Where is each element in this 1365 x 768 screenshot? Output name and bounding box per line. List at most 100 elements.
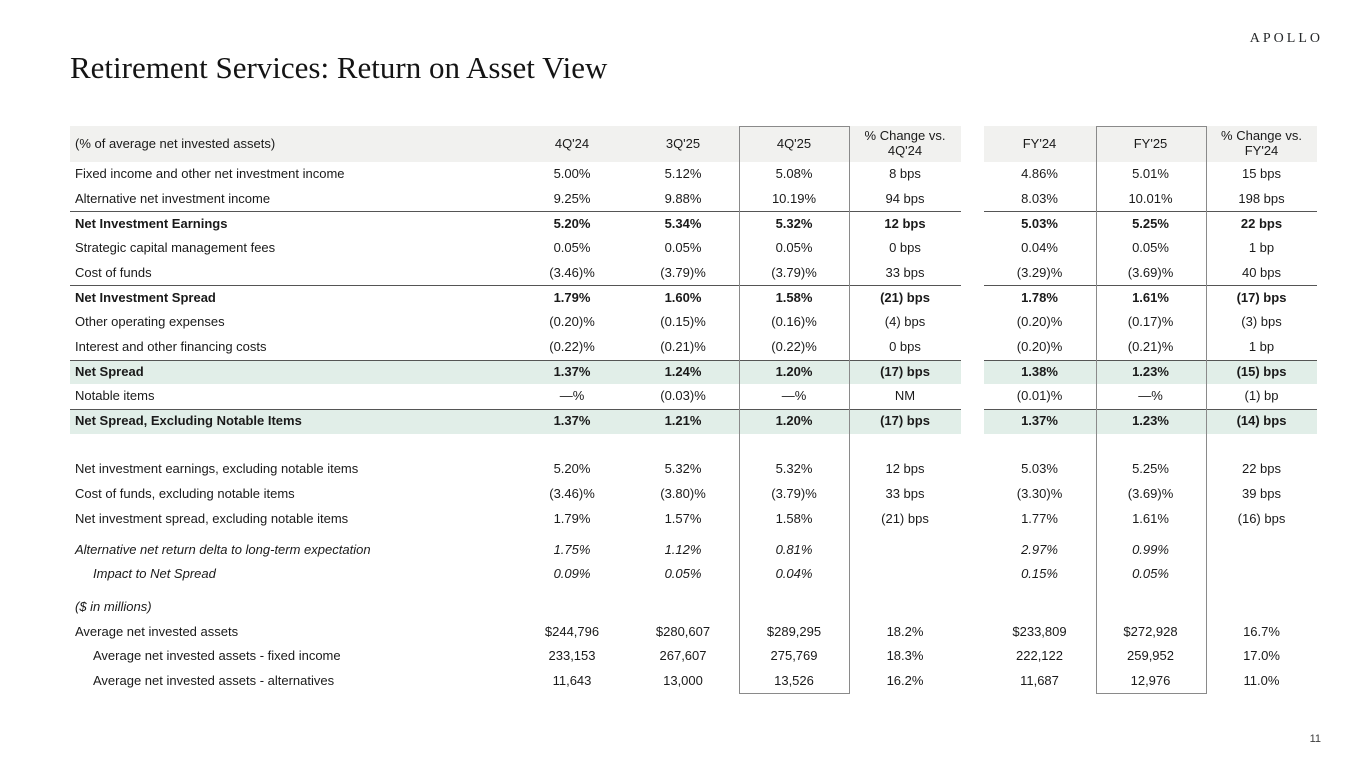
column-gap <box>961 126 985 162</box>
cell-chg-vs-4q24: 94 bps <box>885 190 925 206</box>
row-label: Fixed income and other net investment in… <box>75 165 345 181</box>
column-gap <box>961 458 985 483</box>
cell-chg-vs-4q24: 8 bps <box>889 165 921 181</box>
cell-fy25: 0.99% <box>1132 541 1169 557</box>
table-row: Impact to Net Spread 0.09% 0.05% 0.04% 0.15%… <box>70 562 1317 587</box>
cell-chg-vs-4q24: (17) bps <box>880 413 930 429</box>
cell-3q25: 1.24% <box>664 363 702 379</box>
row-right-group: 0.15% 0.05% <box>984 562 1317 587</box>
row-label: Cost of funds <box>75 264 152 280</box>
cell-3q25: 1.60% <box>664 289 702 305</box>
cell-fy25: (0.17)% <box>1127 314 1174 329</box>
cell-4q24: 5.20% <box>553 215 591 231</box>
row-label: Other operating expenses <box>75 314 225 329</box>
row-right-group: 4.86% 5.01% 15 bps <box>984 162 1317 187</box>
cell-fy24: 2.97% <box>1021 541 1058 557</box>
cell-chg-vs-fy24 <box>1206 562 1317 587</box>
table-row: Average net invested assets $244,796 $280,… <box>70 620 1317 645</box>
row-left-group: Alternative net return delta to long-ter… <box>70 538 961 563</box>
cell-chg-vs-fy24 <box>1206 538 1317 563</box>
table-row: Average net invested assets - fixed inco… <box>70 644 1317 669</box>
cell-3q25: 1.12% <box>664 541 702 557</box>
row-label: Average net invested assets - alternativ… <box>93 672 335 688</box>
cell-chg-vs-fy24: (17) bps <box>1236 289 1287 305</box>
row-left-group: Alternative net investment income 9.25% 9.… <box>70 187 961 212</box>
cell-fy24: (3.30)% <box>1016 486 1063 502</box>
row-left-group: Net Spread 1.37% 1.24% 1.20% (17) bps <box>70 359 961 385</box>
cell-chg-vs-4q24: 18.2% <box>886 623 924 639</box>
column-gap <box>961 310 985 335</box>
cell-4q24: 11,643 <box>552 672 592 688</box>
cell-fy24 <box>984 595 1095 620</box>
cell-chg-vs-4q24: 16.2% <box>886 672 924 688</box>
row-left-group: Average net invested assets - alternativ… <box>70 669 961 694</box>
row-label: Net investment earnings, excluding notab… <box>75 461 359 477</box>
column-gap <box>961 187 985 212</box>
row-spacer <box>70 434 1317 458</box>
column-gap <box>961 644 985 669</box>
column-gap <box>961 538 985 563</box>
cell-4q25: $289,295 <box>766 623 822 639</box>
column-header-chg-vs-4q24: % Change vs. 4Q'24 <box>864 128 946 158</box>
cell-fy24: 222,122 <box>1016 648 1063 664</box>
table-row: Net Spread, Excluding Notable Items 1.37%… <box>70 408 1317 434</box>
cell-fy25: 0.05% <box>1132 239 1169 255</box>
cell-4q25: 1.20% <box>775 413 813 429</box>
column-gap <box>961 595 985 620</box>
cell-fy25: (3.69)% <box>1127 264 1174 280</box>
cell-4q25: 13,526 <box>774 672 814 688</box>
row-left-group: Cost of funds, excluding notable items (3… <box>70 482 961 507</box>
cell-3q25: 0.05% <box>664 566 702 582</box>
table-row: Alternative net investment income 9.25% 9.… <box>70 187 1317 212</box>
column-gap <box>961 409 985 434</box>
column-gap <box>961 285 985 310</box>
row-left-group: Net Spread, Excluding Notable Items 1.37%… <box>70 408 961 434</box>
row-left-group: Interest and other financing costs (0.22)… <box>70 335 961 360</box>
cell-4q24: 1.37% <box>553 413 591 429</box>
cell-4q25: 5.32% <box>775 215 813 231</box>
cell-fy25: 259,952 <box>1127 648 1174 664</box>
cell-fy24: 4.86% <box>1021 165 1058 181</box>
table-row: Net Spread 1.37% 1.24% 1.20% (17) bps 1.38% 1.… <box>70 359 1317 385</box>
table-header-row: (% of average net invested assets) 4Q'24 3… <box>70 126 1317 162</box>
cell-3q25: $280,607 <box>655 623 711 639</box>
column-gap <box>961 482 985 507</box>
cell-chg-vs-4q24: NM <box>894 388 916 404</box>
cell-4q25: 0.05% <box>775 239 813 255</box>
row-left-group: Notable items —% (0.03)% —% NM <box>70 384 961 409</box>
row-label: Impact to Net Spread <box>93 566 216 582</box>
cell-3q25 <box>628 595 739 620</box>
cell-4q24: $244,796 <box>544 623 600 639</box>
cell-3q25: 1.57% <box>664 510 702 526</box>
cell-3q25: 13,000 <box>663 672 703 688</box>
cell-chg-vs-fy24: 198 bps <box>1238 190 1285 206</box>
cell-3q25: (0.15)% <box>660 314 706 329</box>
row-right-group: (0.01)% —% (1) bp <box>984 384 1317 409</box>
row-right-group: (0.20)% (0.17)% (3) bps <box>984 310 1317 335</box>
column-header-label: (% of average net invested assets) <box>75 135 276 151</box>
cell-chg-vs-4q24: 18.3% <box>886 648 924 664</box>
page-number: 11 <box>1309 733 1321 745</box>
cell-4q25: 1.20% <box>775 363 813 379</box>
cell-chg-vs-4q24: 33 bps <box>885 486 925 502</box>
column-gap <box>961 360 985 385</box>
cell-fy24: 5.03% <box>1021 461 1058 477</box>
row-spacer <box>70 587 1317 595</box>
cell-chg-vs-fy24: 22 bps <box>1240 215 1283 231</box>
row-right-group: 222,122 259,952 17.0% <box>984 644 1317 669</box>
cell-4q24: 233,153 <box>548 648 596 664</box>
column-header-4q24: 4Q'24 <box>554 135 590 151</box>
cell-4q25: 5.32% <box>775 461 813 477</box>
cell-chg-vs-4q24: 12 bps <box>884 215 926 231</box>
row-label: Notable items <box>75 388 155 404</box>
cell-chg-vs-fy24: (16) bps <box>1237 510 1286 526</box>
cell-fy24: (0.20)% <box>1016 314 1063 329</box>
column-header-4q25: 4Q'25 <box>776 135 812 151</box>
row-label: Net Spread <box>75 363 144 379</box>
row-right-group <box>984 595 1317 620</box>
cell-fy25: (3.69)% <box>1127 486 1174 502</box>
cell-3q25: 267,607 <box>659 648 707 664</box>
row-right-group: (3.29)% (3.69)% 40 bps <box>984 261 1317 286</box>
cell-chg-vs-fy24: 22 bps <box>1241 461 1282 477</box>
row-right-group: 1.77% 1.61% (16) bps <box>984 507 1317 532</box>
